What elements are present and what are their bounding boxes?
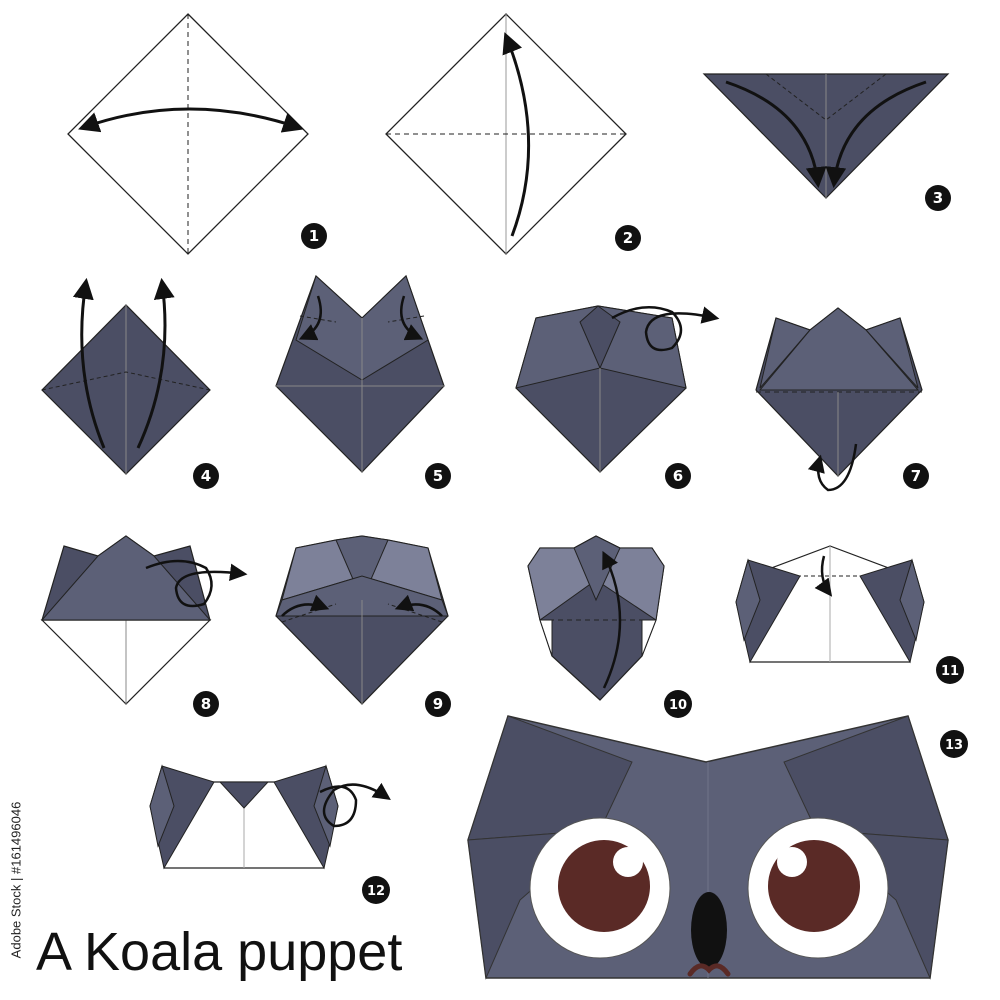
svg-text:5: 5: [433, 467, 443, 485]
left-eye: [529, 817, 671, 959]
step-2: [385, 13, 627, 255]
svg-text:7: 7: [911, 467, 921, 485]
step-badge-13: 13: [940, 730, 968, 758]
step-6: [515, 305, 720, 473]
step-badge-11: 11: [936, 656, 964, 684]
koala-nose: [691, 892, 727, 968]
step-7: [755, 307, 923, 492]
svg-text:1: 1: [309, 227, 319, 245]
svg-text:11: 11: [941, 664, 959, 679]
svg-text:4: 4: [201, 467, 211, 485]
step-4: [41, 277, 211, 475]
step-8: [40, 535, 248, 705]
step-badge-4: 4: [193, 463, 219, 489]
page-title: A Koala puppet: [36, 922, 403, 982]
svg-text:8: 8: [201, 695, 211, 713]
svg-text:9: 9: [433, 695, 443, 713]
step-number-badges: 1 2 3 4 5 6 7 8 9 10 11 12 13: [193, 185, 968, 904]
step-badge-12: 12: [362, 876, 390, 904]
step-5: [275, 274, 445, 473]
stock-id-text: Adobe Stock | #161496046: [8, 801, 24, 959]
svg-text:12: 12: [367, 884, 385, 899]
step-badge-6: 6: [665, 463, 691, 489]
svg-text:10: 10: [669, 698, 687, 713]
step-badge-9: 9: [425, 691, 451, 717]
step-badge-8: 8: [193, 691, 219, 717]
step-badge-3: 3: [925, 185, 951, 211]
step-badge-5: 5: [425, 463, 451, 489]
step-9: [275, 535, 449, 705]
svg-text:3: 3: [933, 189, 943, 207]
step-10: [527, 535, 665, 701]
svg-text:2: 2: [623, 229, 633, 247]
step-13-koala-face: [467, 715, 949, 980]
svg-text:6: 6: [673, 467, 683, 485]
stock-id-label: Adobe Stock | #161496046: [6, 770, 26, 990]
step-badge-10: 10: [664, 690, 692, 718]
step-badge-1: 1: [301, 223, 327, 249]
step-badge-2: 2: [615, 225, 641, 251]
right-eye: [747, 817, 889, 959]
step-3: [702, 73, 950, 199]
koala-mouth: [687, 963, 731, 977]
step-11: [735, 545, 925, 664]
step-badge-7: 7: [903, 463, 929, 489]
step-12: [149, 764, 391, 870]
step-1: [67, 13, 309, 255]
svg-text:13: 13: [945, 738, 963, 753]
